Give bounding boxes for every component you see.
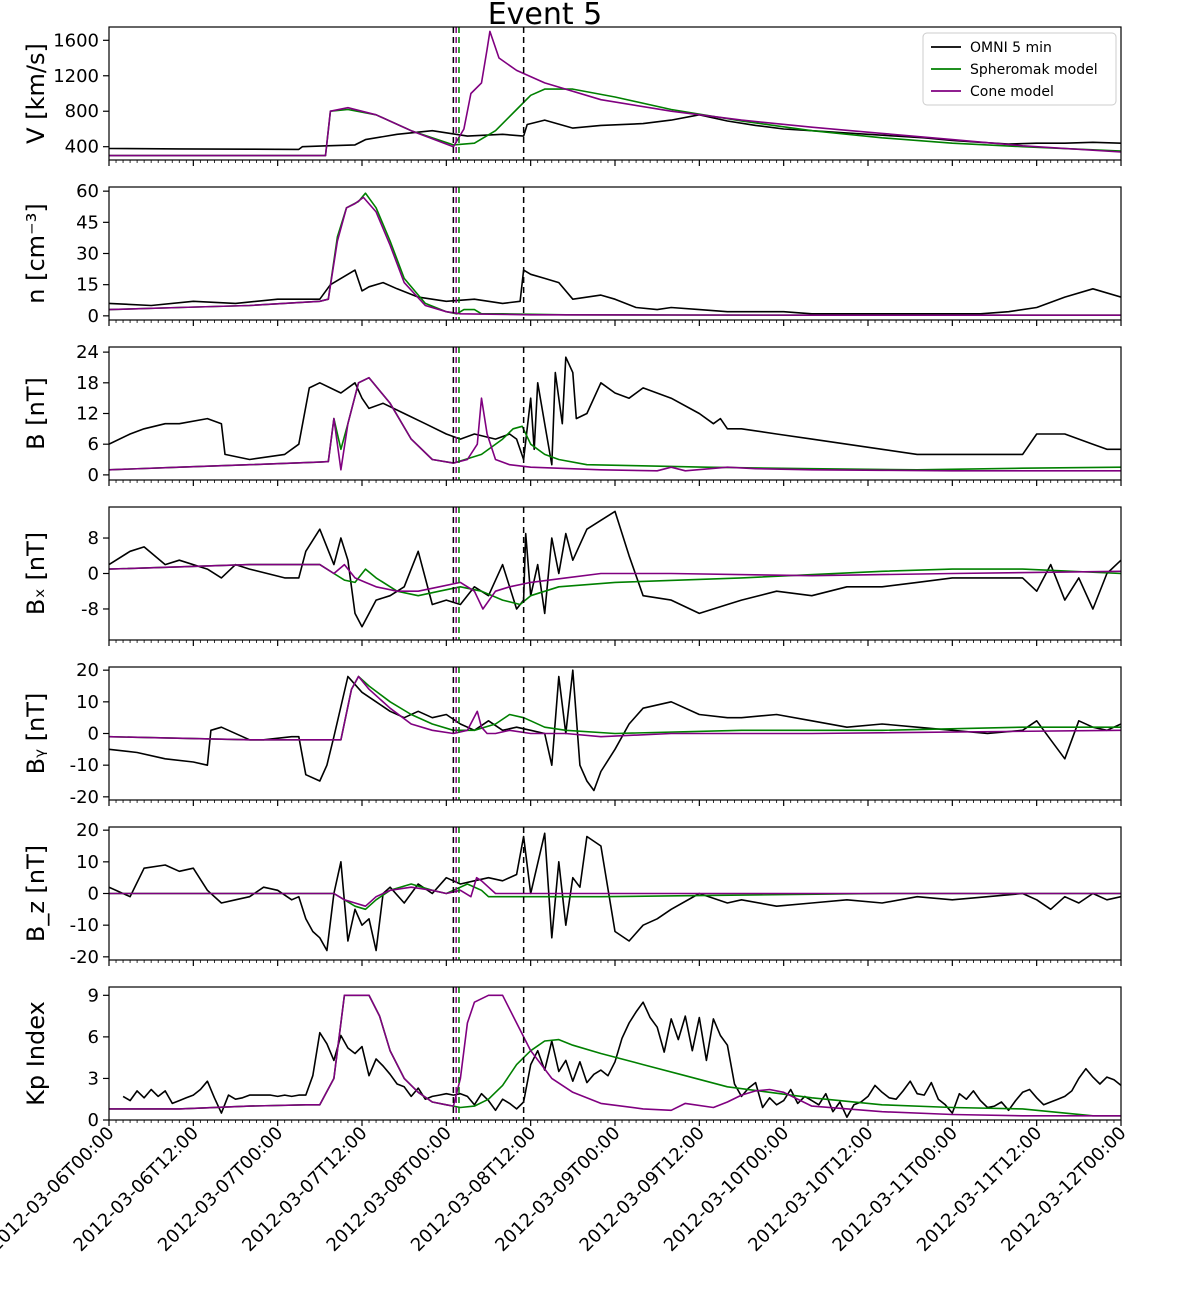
series-cone-model	[109, 563, 1121, 610]
series-omni-5-min	[109, 510, 1121, 628]
panel-frame	[108, 666, 1122, 801]
panel-5: -20 -10 0 10 20 B_z [nT]	[22, 820, 1122, 968]
series-spheromak-model	[109, 376, 1121, 471]
series-omni-5-min	[109, 832, 1121, 952]
series-cone-model	[109, 675, 1121, 741]
series-cone-model	[109, 994, 1121, 1117]
series-cone-model	[109, 196, 1121, 317]
legend-label-omni-5-min: OMNI 5 min	[970, 40, 1052, 56]
y-tick-label: -10	[70, 755, 99, 776]
y-tick-label: 20	[76, 820, 99, 841]
y-tick-label: 10	[76, 852, 99, 873]
series-omni-5-min	[109, 356, 1121, 466]
panel-frame	[108, 986, 1122, 1121]
panel-frame	[108, 826, 1122, 961]
y-axis-label: Bₓ [nT]	[22, 532, 50, 615]
y-tick-label: 0	[88, 724, 99, 745]
y-tick-label: 0	[88, 306, 99, 327]
y-tick-label: 18	[76, 373, 99, 394]
panel-6: 0 3 6 9 Kp Index	[22, 985, 1122, 1131]
series-spheromak-model	[109, 675, 1121, 741]
legend: OMNI 5 min Spheromak model Cone model	[922, 32, 1117, 106]
y-tick-label: -20	[70, 787, 99, 808]
y-tick-label: 8	[88, 528, 99, 549]
y-tick-label: 400	[65, 137, 99, 158]
panel-frame	[108, 346, 1122, 481]
y-tick-label: 0	[88, 1110, 99, 1131]
legend-label-spheromak-model: Spheromak model	[970, 62, 1098, 78]
panel-frame	[108, 186, 1122, 321]
series-cone-model	[109, 30, 1121, 157]
series-cone-model	[109, 876, 1121, 908]
y-tick-label: 60	[76, 181, 99, 202]
y-tick-label: -10	[70, 915, 99, 936]
y-tick-label: 0	[88, 465, 99, 486]
series-spheromak-model	[109, 994, 1121, 1117]
y-tick-label: -8	[81, 599, 99, 620]
y-tick-label: 15	[76, 275, 99, 296]
legend-label-cone-model: Cone model	[970, 84, 1054, 100]
series-omni-5-min	[109, 669, 1121, 792]
y-axis-label: n [cm⁻³]	[22, 203, 50, 303]
y-tick-label: 45	[76, 212, 99, 233]
y-axis-label: B [nT]	[22, 377, 50, 450]
series-spheromak-model	[109, 563, 1121, 606]
y-tick-label: 3	[88, 1068, 99, 1089]
y-axis-label: V [km/s]	[22, 43, 50, 144]
y-tick-label: 30	[76, 244, 99, 265]
y-axis-label: Bᵧ [nT]	[22, 693, 50, 775]
y-axis-label: B_z [nT]	[22, 845, 50, 942]
y-axis-label: Kp Index	[22, 1001, 50, 1106]
panel-3: -8 0 8 Bₓ [nT]	[22, 506, 1122, 646]
panel-frame	[108, 26, 1122, 161]
series-spheromak-model	[109, 883, 1121, 911]
y-tick-label: 24	[76, 342, 99, 363]
y-tick-label: 800	[65, 101, 99, 122]
y-tick-label: -20	[70, 947, 99, 968]
y-tick-label: 20	[76, 660, 99, 681]
panel-2: 0 6 12 18 24 B [nT]	[22, 342, 1122, 486]
y-tick-label: 12	[76, 404, 99, 425]
series-omni-5-min	[109, 269, 1121, 315]
y-tick-label: 6	[88, 1027, 99, 1048]
x-axis: 2012-03-06T00:002012-03-06T12:002012-03-…	[0, 1123, 1131, 1256]
series-spheromak-model	[109, 192, 1121, 317]
y-tick-label: 0	[88, 564, 99, 585]
series-omni-5-min	[122, 1001, 1121, 1118]
y-tick-label: 0	[88, 884, 99, 905]
panel-1: 0 15 30 45 60 n [cm⁻³]	[22, 181, 1122, 327]
legend-frame	[922, 32, 1117, 106]
panel-frame	[108, 506, 1122, 641]
y-tick-label: 9	[88, 985, 99, 1006]
y-tick-label: 6	[88, 434, 99, 455]
y-tick-label: 1200	[53, 66, 99, 87]
y-tick-label: 1600	[53, 30, 99, 51]
series-cone-model	[109, 376, 1121, 472]
y-tick-label: 10	[76, 692, 99, 713]
panel-4: -20 -10 0 10 20 Bᵧ [nT]	[22, 660, 1122, 808]
